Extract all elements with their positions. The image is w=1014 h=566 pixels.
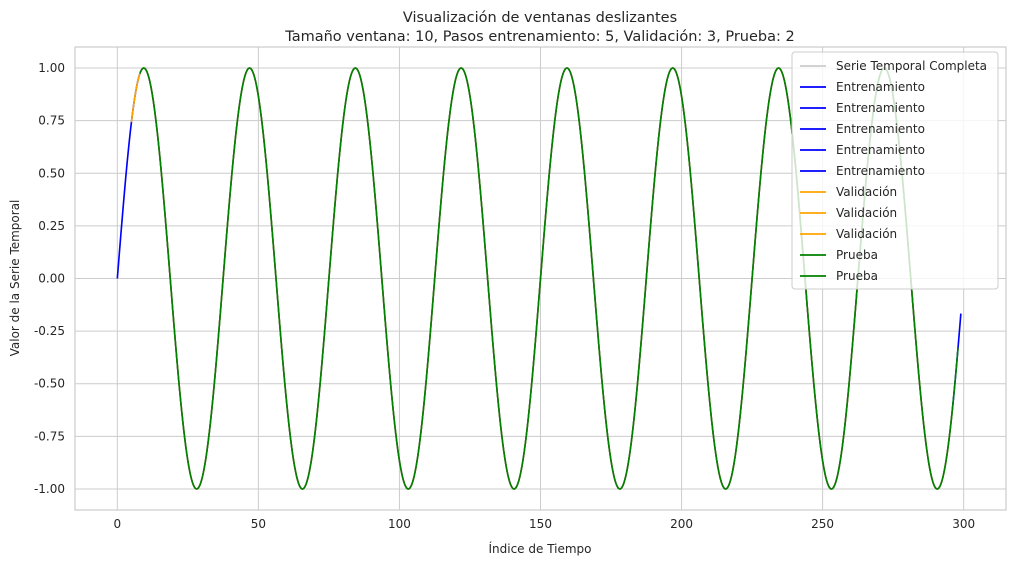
- y-tick-label: 0.00: [38, 272, 65, 286]
- y-tick-label: -0.25: [34, 324, 65, 338]
- legend-label: Prueba: [836, 248, 878, 262]
- x-tick-label: 250: [811, 517, 834, 531]
- legend-label: Validación: [836, 227, 897, 241]
- y-axis-label: Valor de la Serie Temporal: [8, 200, 22, 357]
- legend-label: Entrenamiento: [836, 143, 925, 157]
- y-tick-label: 1.00: [38, 61, 65, 75]
- legend-label: Entrenamiento: [836, 80, 925, 94]
- legend-label: Entrenamiento: [836, 122, 925, 136]
- y-tick-label: -1.00: [34, 482, 65, 496]
- legend-label: Serie Temporal Completa: [836, 59, 987, 73]
- legend-label: Entrenamiento: [836, 101, 925, 115]
- legend-label: Entrenamiento: [836, 164, 925, 178]
- legend: Serie Temporal Completa Entrenamiento Entr…: [791, 51, 999, 290]
- legend-box: [791, 51, 999, 290]
- series-lines: [116, 67, 962, 490]
- plot-frame: [74, 46, 1007, 511]
- chart-title: Visualización de ventanas deslizantes: [403, 10, 677, 26]
- x-tick-label: 0: [113, 517, 121, 531]
- y-tick-label: -0.50: [34, 377, 65, 391]
- chart-subtitle: Tamaño ventana: 10, Pasos entrenamiento:…: [284, 29, 794, 45]
- y-tick-label: -0.75: [34, 429, 65, 443]
- y-tick-label: 0.75: [38, 114, 65, 128]
- y-tick-label: 0.50: [38, 166, 65, 180]
- y-tick-label: 0.25: [38, 219, 65, 233]
- x-tick-label: 50: [251, 517, 266, 531]
- x-tick-label: 100: [388, 517, 411, 531]
- x-tick-label: 150: [529, 517, 552, 531]
- legend-label: Validación: [836, 206, 897, 220]
- grid: [75, 47, 1006, 510]
- x-axis-label: Índice de Tiempo: [488, 541, 591, 556]
- x-tick-label: 200: [670, 517, 693, 531]
- legend-label: Validación: [836, 185, 897, 199]
- legend-label: Prueba: [836, 269, 878, 283]
- x-tick-label: 300: [952, 517, 975, 531]
- tick-labels: 0 50 100 150 200 250 300 -1.00 -0.75 -0.50 -0.25 0.…: [34, 61, 975, 531]
